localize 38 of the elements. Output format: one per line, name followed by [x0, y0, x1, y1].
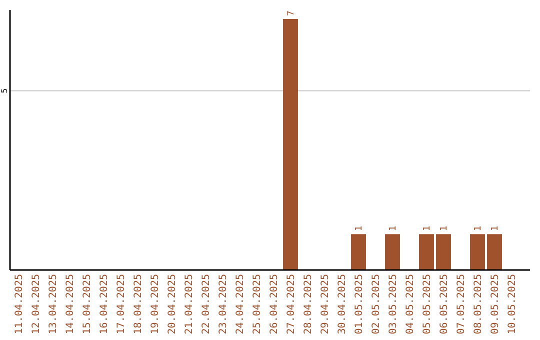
x-tick-label: 03.05.2025	[388, 274, 399, 334]
data-label: 1	[354, 226, 364, 232]
x-tick-label: 16.04.2025	[99, 274, 110, 334]
x-tick-label: 08.05.2025	[473, 274, 484, 334]
x-tick-label: 05.05.2025	[422, 274, 433, 334]
x-tick-label: 09.05.2025	[490, 274, 501, 334]
x-tick-label: 14.04.2025	[65, 274, 76, 334]
x-tick-label: 25.04.2025	[252, 274, 263, 334]
x-tick-label: 19.04.2025	[150, 274, 161, 334]
x-tick-label: 15.04.2025	[82, 274, 93, 334]
data-label: 1	[422, 226, 432, 232]
x-tick-label: 12.04.2025	[31, 274, 42, 334]
x-tick-label: 17.04.2025	[116, 274, 127, 334]
x-tick-label: 29.04.2025	[320, 274, 331, 334]
x-tick-label: 10.05.2025	[507, 274, 518, 334]
x-tick-label: 23.04.2025	[218, 274, 229, 334]
x-tick-label: 13.04.2025	[48, 274, 59, 334]
x-tick-label: 26.04.2025	[269, 274, 280, 334]
x-tick-label: 06.05.2025	[439, 274, 450, 334]
x-tick-label: 30.04.2025	[337, 274, 348, 334]
x-tick-label: 22.04.2025	[201, 274, 212, 334]
data-label: 1	[474, 226, 484, 232]
x-tick-label: 21.04.2025	[184, 274, 195, 334]
x-tick-label: 07.05.2025	[456, 274, 467, 334]
data-label: 1	[490, 226, 500, 232]
x-tick-label: 04.05.2025	[405, 274, 416, 334]
x-tick-label: 02.05.2025	[371, 274, 382, 334]
x-tick-label: 24.04.2025	[235, 274, 246, 334]
ref-line-label: 5	[0, 88, 9, 94]
data-label: 7	[286, 10, 296, 16]
data-label: 1	[388, 226, 398, 232]
data-label: 1	[440, 226, 450, 232]
x-tick-label: 11.04.2025	[14, 274, 25, 334]
x-tick-label: 18.04.2025	[133, 274, 144, 334]
x-tick-label: 01.05.2025	[354, 274, 365, 334]
x-tick-label: 28.04.2025	[303, 274, 314, 334]
x-tick-label: 20.04.2025	[167, 274, 178, 334]
x-tick-label: 27.04.2025	[286, 274, 297, 334]
